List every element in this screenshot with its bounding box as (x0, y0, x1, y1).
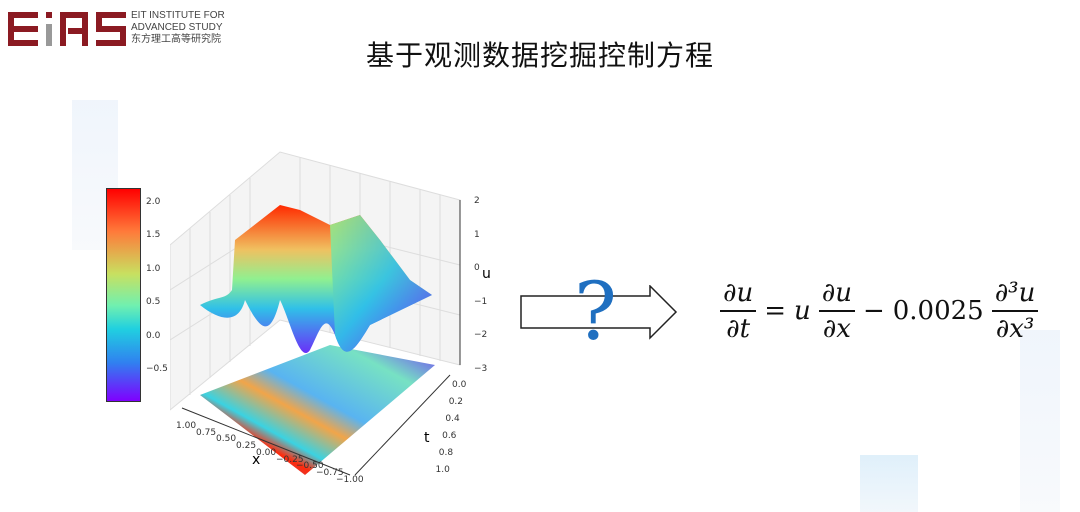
x-axis-tick: 0.25 (236, 441, 257, 452)
equation: ∂u ∂t = u ∂u ∂x − 0.0025 ∂³u ∂x³ (720, 278, 1039, 344)
x-axis-tick: −0.50 (296, 461, 324, 472)
colorbar-tick: −0.5 (146, 364, 168, 374)
eq-term: ∂t (726, 314, 751, 344)
t-axis-tick: 0.4 (445, 414, 460, 424)
eq-coefficient: 0.0025 (892, 296, 984, 326)
colorbar (106, 188, 141, 402)
eq-term: ∂³u (991, 278, 1039, 312)
t-axis-tick: 0.6 (442, 431, 457, 441)
t-axis-tick: 1.0 (435, 465, 450, 475)
surface-plot (170, 151, 461, 476)
colorbar-tick: 1.0 (146, 263, 161, 274)
eq-term: ∂u (720, 278, 757, 312)
logo-line: 东方理工高等研究院 (131, 34, 221, 45)
u-axis-tick: 2 (474, 196, 480, 206)
eq-term: ∂x (822, 314, 851, 344)
eq-term: ∂x³ (995, 314, 1035, 344)
x-axis-tick: 0.75 (196, 427, 217, 438)
t-axis-tick: 0.8 (438, 448, 454, 458)
right-arrow-icon (520, 285, 678, 340)
logo-line: ADVANCED STUDY (131, 22, 223, 33)
x-axis-tick: 1.00 (176, 421, 197, 431)
eq-sign: − (862, 296, 885, 326)
decorative-cube (860, 455, 918, 512)
logo-text: EIT INSTITUTE FOR ADVANCED STUDY 东方理工高等研… (131, 10, 225, 46)
colorbar-tick: 0.0 (146, 330, 161, 341)
t-axis-label: t (424, 430, 430, 446)
question-mark: ? (574, 265, 617, 358)
u-axis-tick: −2 (474, 330, 488, 340)
x-axis-tick: 0.00 (256, 447, 277, 458)
eq-sign: = (764, 296, 786, 326)
eq-term: ∂u (818, 278, 855, 312)
logo (8, 12, 126, 50)
t-axis-tick: 0.2 (448, 397, 464, 407)
u-axis-tick: −1 (474, 296, 488, 307)
colorbar-tick: 1.5 (146, 230, 161, 241)
eq-term: u (794, 296, 811, 326)
colorbar-tick: 0.5 (146, 297, 161, 308)
decorative-cube (1020, 330, 1060, 512)
slide-title: 基于观测数据挖掘控制方程 (365, 39, 714, 72)
x-axis-tick: 0.50 (216, 434, 237, 445)
u-axis-tick: 0 (474, 263, 480, 273)
u-axis-tick: −3 (474, 363, 488, 374)
logo-line: EIT INSTITUTE FOR (131, 10, 225, 21)
x-axis-tick: −1.00 (336, 474, 364, 485)
t-axis-tick: 0.0 (452, 380, 467, 390)
x-axis-label: x (252, 452, 261, 468)
colorbar-tick: 2.0 (146, 197, 161, 207)
x-axis-tick: −0.25 (276, 454, 304, 465)
u-axis-label: u (482, 266, 491, 282)
floor-heatmap (200, 345, 435, 475)
u-axis-tick: 1 (474, 229, 480, 240)
x-axis-tick: −0.75 (316, 467, 344, 478)
